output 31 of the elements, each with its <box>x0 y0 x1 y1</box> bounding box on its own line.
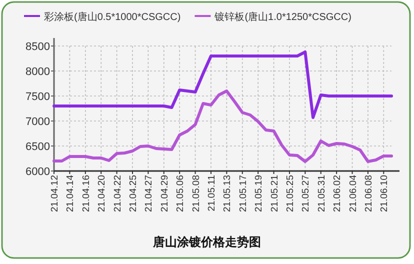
x-tick-label: 21.06.02 <box>332 175 344 212</box>
x-tick-label: 21.05.31 <box>316 175 328 212</box>
x-tick-label: 21.05.25 <box>284 175 296 212</box>
y-tick-label: 7000 <box>26 116 50 128</box>
x-tick-label: 21.04.22 <box>112 175 124 212</box>
y-tick-label: 8500 <box>26 41 50 53</box>
x-tick-label: 21.04.20 <box>96 175 108 212</box>
y-tick-label: 8000 <box>26 66 50 78</box>
y-tick-label: 6000 <box>26 166 50 178</box>
x-tick-label: 21.04.29 <box>159 175 170 212</box>
y-tick-label: 7500 <box>26 91 50 103</box>
x-tick-label: 21.06.04 <box>348 175 359 212</box>
text: 唐山涂镀价格走势图 <box>152 235 261 249</box>
x-tick-label: 21.04.16 <box>80 175 92 212</box>
legend-label: 彩涂板(唐山0.5*1000*CSGCC) <box>44 11 181 23</box>
x-tick-label: 21.05.13 <box>222 175 234 212</box>
x-tick-label: 21.05.11 <box>206 175 218 212</box>
x-tick-label: 21.06.08 <box>363 175 374 212</box>
x-tick-label: 21.05.19 <box>254 175 265 212</box>
x-tick-label: 21.05.06 <box>175 175 186 212</box>
x-tick-label: 21.05.21 <box>269 175 280 212</box>
x-tick-label: 21.04.25 <box>128 175 139 212</box>
x-tick-label: 21.06.10 <box>379 175 390 212</box>
x-tick-label: 21.05.27 <box>300 175 312 212</box>
legend-label: 镀锌板(唐山1.0*1250*CSGCC) <box>214 11 352 23</box>
x-tick-label: 21.05.08 <box>190 175 202 212</box>
x-tick-label: 21.04.27 <box>144 175 155 212</box>
x-tick-label: 21.04.14 <box>65 175 76 212</box>
y-tick-label: 6500 <box>26 141 50 153</box>
x-tick-label: 21.05.17 <box>238 175 249 212</box>
x-tick-label: 21.04.12 <box>50 175 60 212</box>
